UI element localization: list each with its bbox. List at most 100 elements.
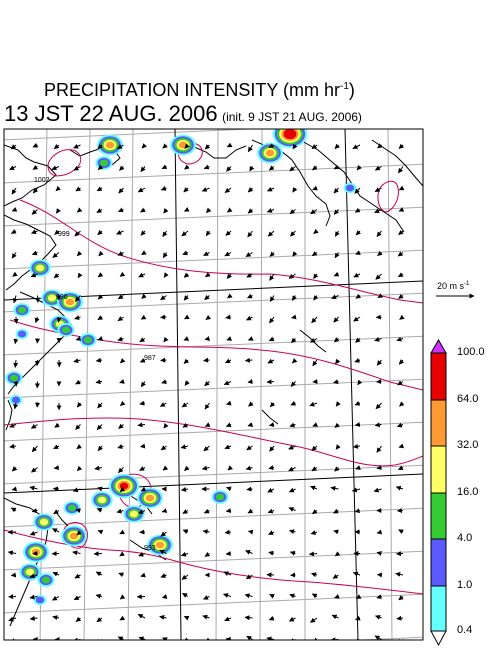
wind-vector <box>97 229 103 236</box>
wind-vector <box>374 187 382 193</box>
wind-vector <box>268 550 275 556</box>
wind-vector <box>355 594 362 600</box>
wind-vector <box>269 401 276 408</box>
wind-vector <box>159 615 167 620</box>
wind-vector <box>376 594 382 599</box>
wind-vector <box>9 423 17 428</box>
colorbar-band-64-100 <box>430 352 447 401</box>
wind-vector <box>29 594 38 600</box>
wind-vector <box>119 165 125 171</box>
isobar-labels: 1002 999 996 987 993 <box>34 177 156 552</box>
wind-vector <box>117 636 124 640</box>
wind-vector <box>12 271 18 277</box>
wind-vector <box>246 445 253 451</box>
wind-vector <box>247 208 254 214</box>
wind-vector <box>118 187 124 194</box>
wind-vector <box>30 272 38 278</box>
wind-vector <box>289 550 296 556</box>
wind-vector <box>160 573 167 578</box>
wind-vector <box>225 508 232 514</box>
wind-vector <box>203 508 210 514</box>
wind-vector <box>53 465 60 471</box>
precipitation-cell <box>69 532 79 540</box>
wind-vector <box>312 359 318 367</box>
wind-vector <box>354 400 361 406</box>
wind-vector <box>375 615 382 620</box>
wind-vector <box>355 250 361 255</box>
wind-vector <box>226 486 232 492</box>
wind-vector <box>183 187 189 193</box>
wind-vector <box>355 465 361 470</box>
wind-vector <box>72 550 81 556</box>
wind-vector <box>138 272 146 278</box>
wind-vector <box>226 142 233 148</box>
wind-vector <box>312 422 319 427</box>
wind-vector <box>118 207 124 213</box>
precipitation-cell <box>41 576 51 584</box>
wind-vector <box>163 422 169 429</box>
precipitation-cell <box>61 326 71 334</box>
wind-vector <box>183 207 190 212</box>
wind-vector <box>267 186 275 192</box>
wind-vector <box>247 422 254 427</box>
colorbar-band-16-32 <box>430 445 447 494</box>
wind-vector <box>159 549 167 555</box>
wind-vector <box>203 251 210 256</box>
wind-vector <box>73 595 81 601</box>
wind-vector <box>309 401 318 407</box>
wind-vector <box>180 444 189 450</box>
wind-vector <box>204 551 211 557</box>
wind-vector <box>292 143 298 150</box>
wind-vector <box>97 294 104 300</box>
wind-vector <box>97 315 104 321</box>
wind-vector <box>184 314 190 320</box>
wind-vector <box>223 380 232 386</box>
wind-vector <box>335 358 341 365</box>
colorbar-band-4-16 <box>430 492 447 540</box>
wind-vector <box>354 187 361 194</box>
wind-vector <box>289 422 296 428</box>
wind-vector <box>268 530 275 535</box>
wind-vector <box>31 250 38 256</box>
wind-vector <box>288 466 296 472</box>
wind-vector <box>74 573 81 579</box>
wind-vector <box>138 636 146 640</box>
wind-vector <box>247 293 253 299</box>
wind-vector <box>268 465 275 471</box>
wind-vector <box>31 445 38 453</box>
wind-vector <box>7 550 17 556</box>
wind-vector <box>245 252 253 258</box>
wind-vector <box>398 443 405 449</box>
wind-vector <box>333 187 339 194</box>
wind-vector <box>312 185 318 191</box>
wind-vector <box>11 187 17 195</box>
wind-vector <box>52 528 60 533</box>
wind-vector <box>97 143 103 150</box>
wind-vector <box>333 337 340 343</box>
wind-vector <box>289 166 296 172</box>
wind-vector <box>13 316 19 324</box>
wind-vector <box>311 466 318 472</box>
wind-vector <box>288 507 296 512</box>
wind-vector <box>396 336 404 342</box>
wind-vector <box>249 165 255 172</box>
wind-vector <box>184 143 190 149</box>
wind-vector <box>353 443 361 449</box>
wind-vector <box>248 401 254 407</box>
precipitation-cells <box>5 129 357 606</box>
wind-vector <box>224 444 232 450</box>
wind-vector <box>224 251 232 257</box>
precipitation-cell <box>99 159 109 167</box>
isobar-label-987: 987 <box>144 355 156 362</box>
wind-vectors <box>7 142 405 640</box>
wind-vector <box>119 551 125 557</box>
wind-vector <box>10 229 17 234</box>
wind-vector <box>291 358 298 364</box>
wind-vector <box>311 593 318 599</box>
legend-label-4: 4.0 <box>457 532 473 544</box>
wind-vector <box>223 571 232 577</box>
wind-vector <box>354 207 361 213</box>
wind-vector <box>399 401 405 407</box>
precipitation-cell <box>215 493 225 501</box>
wind-vector <box>10 507 17 513</box>
